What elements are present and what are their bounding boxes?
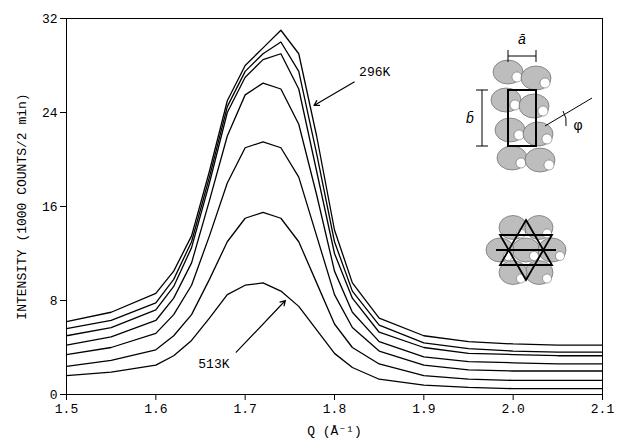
svg-text:1.5: 1.5 [55, 402, 78, 417]
svg-text:0: 0 [50, 388, 58, 403]
svg-text:2.0: 2.0 [501, 402, 524, 417]
svg-text:16: 16 [42, 200, 58, 215]
svg-text:513K: 513K [198, 357, 229, 372]
svg-text:1.7: 1.7 [233, 402, 256, 417]
svg-text:φ: φ [573, 117, 582, 133]
svg-text:2.1: 2.1 [591, 402, 615, 417]
svg-text:24: 24 [42, 106, 58, 121]
svg-text:8: 8 [50, 294, 58, 309]
svg-text:32: 32 [42, 12, 58, 27]
svg-text:INTENSITY (1000 COUNTS/2 min): INTENSITY (1000 COUNTS/2 min) [15, 93, 30, 319]
svg-text:296K: 296K [359, 65, 390, 80]
svg-text:1.8: 1.8 [323, 402, 346, 417]
svg-text:Q (Å⁻¹): Q (Å⁻¹) [307, 424, 362, 439]
svg-text:ā: ā [518, 31, 526, 47]
svg-text:1.9: 1.9 [412, 402, 435, 417]
svg-text:b̄: b̄ [466, 110, 474, 126]
svg-text:1.6: 1.6 [144, 402, 167, 417]
